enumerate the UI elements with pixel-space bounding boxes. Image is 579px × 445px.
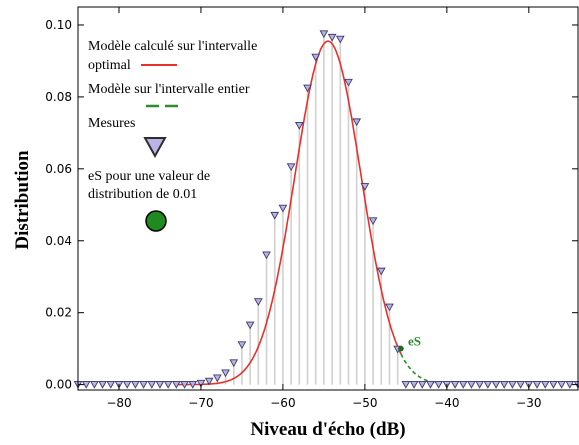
- measurement-marker: [98, 380, 107, 389]
- legend-label-es-line2: distribution de 0.01: [88, 187, 197, 202]
- measurement-marker: [303, 84, 312, 93]
- measurement-marker: [147, 380, 157, 389]
- measurement-marker: [278, 204, 288, 213]
- measurement-marker: [262, 251, 271, 260]
- measurement-marker: [81, 380, 91, 389]
- measurement-marker: [475, 380, 485, 389]
- measurement-marker: [360, 183, 370, 191]
- legend-label-es-line1: eS pour une valeur de: [88, 169, 210, 184]
- es-point: [398, 345, 404, 352]
- measurement-marker: [508, 380, 517, 389]
- measurement-marker: [467, 380, 476, 389]
- measurement-marker: [557, 380, 566, 389]
- legend-marker-mesures: [143, 137, 167, 159]
- measurement-marker: [122, 380, 132, 389]
- y-tick-label: 0.10: [45, 18, 72, 32]
- measurement-marker: [196, 379, 206, 388]
- measurement-marker: [417, 380, 427, 389]
- x-tick-label: −40: [434, 396, 459, 410]
- measurement-marker: [188, 380, 198, 389]
- measurement-marker: [450, 380, 460, 389]
- measurement-marker: [549, 380, 558, 389]
- legend-label-entier: Modèle sur l'intervalle entier: [88, 82, 250, 97]
- y-tick-label: 0.02: [45, 306, 72, 320]
- measurement-marker: [434, 380, 444, 389]
- measurement-marker: [368, 217, 378, 226]
- y-tick-label: 0.08: [45, 90, 72, 104]
- x-tick-label: −80: [106, 396, 131, 410]
- measurement-marker: [426, 380, 435, 389]
- measurement-marker: [163, 380, 173, 389]
- model-optimal-line: [176, 40, 402, 386]
- measurement-marker: [409, 380, 419, 389]
- measurement-marker: [335, 35, 345, 44]
- measurement-marker: [483, 380, 493, 389]
- legend-label-mesures: Mesures: [88, 116, 135, 131]
- measurement-marker: [90, 380, 99, 389]
- measurement-marker: [245, 321, 255, 330]
- measurement-marker: [540, 380, 550, 389]
- x-axis-title: Niveau d'écho (dB): [250, 419, 405, 440]
- measurement-markers: [73, 30, 579, 389]
- measurement-marker: [565, 380, 575, 389]
- measurement-marker: [352, 118, 362, 127]
- measurement-marker: [516, 380, 525, 389]
- measurement-marker: [139, 380, 148, 389]
- plot-frame: [77, 6, 579, 391]
- measurement-marker: [458, 380, 468, 389]
- y-tick-label: 0.00: [45, 378, 72, 392]
- measurement-marker: [180, 380, 189, 389]
- measurement-marker: [311, 53, 321, 62]
- measurement-marker: [221, 369, 230, 378]
- measurement-marker: [204, 377, 214, 386]
- measurement-marker: [286, 163, 296, 172]
- es-annotation: eS: [408, 334, 421, 349]
- measurement-marker: [319, 30, 329, 39]
- measurement-marker: [294, 122, 304, 130]
- legend-marker-es: [145, 210, 167, 232]
- measurement-marker: [499, 380, 509, 389]
- measurement-marker: [237, 341, 247, 350]
- measurement-marker: [401, 380, 411, 389]
- measurement-marker: [131, 380, 140, 389]
- measurement-marker: [270, 211, 280, 220]
- measurement-marker: [155, 380, 165, 389]
- x-tick-label: −50: [352, 396, 377, 410]
- measurement-marker: [376, 267, 386, 276]
- measurement-marker: [491, 380, 501, 389]
- measurement-marker: [385, 303, 394, 312]
- y-tick-label: 0.04: [45, 234, 72, 248]
- measurement-marker: [171, 380, 181, 389]
- legend: Modèle calculé sur l'intervalle optimal …: [88, 39, 257, 232]
- model-curves: [176, 40, 442, 386]
- measurement-marker: [212, 374, 222, 383]
- x-tick-label: −30: [516, 396, 541, 410]
- measurement-marker: [532, 380, 542, 389]
- measurement-marker: [229, 359, 239, 368]
- legend-label-optimal-line1: Modèle calculé sur l'intervalle: [88, 39, 257, 54]
- measurement-marker: [344, 78, 353, 87]
- y-axis-title: Distribution: [12, 150, 33, 250]
- axis-ticks: −80 −70 −60 −50 −40 −30 0.00 0.02 0.04 0.06 0.08 0.…: [45, 7, 578, 410]
- measurement-marker: [106, 380, 116, 389]
- legend-label-optimal-line2: optimal: [88, 58, 131, 73]
- measurement-marker: [327, 33, 337, 42]
- measurement-marker: [253, 298, 263, 307]
- y-tick-label: 0.06: [45, 162, 72, 176]
- x-tick-label: −60: [270, 396, 295, 410]
- x-tick-label: −70: [188, 396, 213, 410]
